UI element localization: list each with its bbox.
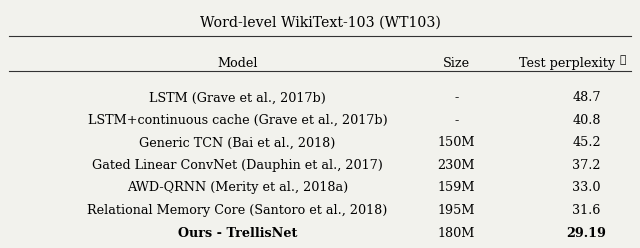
Text: LSTM (Grave et al., 2017b): LSTM (Grave et al., 2017b) <box>149 91 326 104</box>
Text: LSTM+continuous cache (Grave et al., 2017b): LSTM+continuous cache (Grave et al., 201… <box>88 114 387 127</box>
Text: 159M: 159M <box>438 182 475 194</box>
Text: 150M: 150M <box>438 136 475 149</box>
Text: Model: Model <box>217 57 258 70</box>
Text: Ours - TrellisNet: Ours - TrellisNet <box>178 227 297 240</box>
Text: Size: Size <box>443 57 470 70</box>
Text: ℓ: ℓ <box>620 55 626 65</box>
Text: Word-level WikiText-103 (WT103): Word-level WikiText-103 (WT103) <box>200 16 440 30</box>
Text: 48.7: 48.7 <box>572 91 601 104</box>
Text: Gated Linear ConvNet (Dauphin et al., 2017): Gated Linear ConvNet (Dauphin et al., 20… <box>92 159 383 172</box>
Text: -: - <box>454 91 458 104</box>
Text: 45.2: 45.2 <box>572 136 601 149</box>
Text: 37.2: 37.2 <box>572 159 601 172</box>
Text: AWD-QRNN (Merity et al., 2018a): AWD-QRNN (Merity et al., 2018a) <box>127 182 348 194</box>
Text: -: - <box>454 114 458 127</box>
Text: 40.8: 40.8 <box>572 114 601 127</box>
Text: 31.6: 31.6 <box>572 204 601 217</box>
Text: 29.19: 29.19 <box>566 227 607 240</box>
Text: 195M: 195M <box>438 204 475 217</box>
Text: 33.0: 33.0 <box>572 182 601 194</box>
Text: Relational Memory Core (Santoro et al., 2018): Relational Memory Core (Santoro et al., … <box>87 204 388 217</box>
Text: 180M: 180M <box>438 227 475 240</box>
Text: Test perplexity: Test perplexity <box>520 57 616 70</box>
Text: Generic TCN (Bai et al., 2018): Generic TCN (Bai et al., 2018) <box>140 136 336 149</box>
Text: 230M: 230M <box>438 159 475 172</box>
